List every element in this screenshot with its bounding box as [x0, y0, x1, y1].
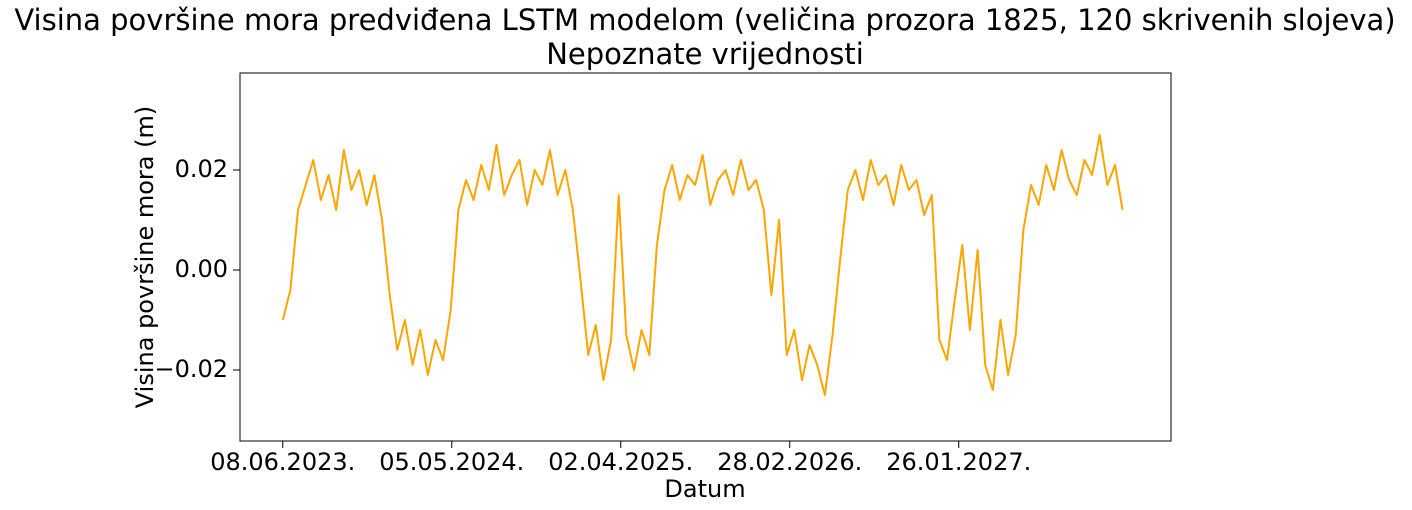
y-axis-label: Visina površine mora (m)	[131, 106, 159, 408]
x-axis-label: Datum	[664, 475, 745, 503]
x-tick-label: 05.05.2024.	[379, 448, 524, 476]
y-tick-label: 0.02	[175, 155, 228, 183]
y-tick-label: 0.00	[175, 255, 228, 283]
x-tick-label: 28.02.2026.	[717, 448, 862, 476]
chart-title: Visina površine mora predviđena LSTM mod…	[14, 3, 1395, 37]
x-tick-label: 02.04.2025.	[548, 448, 693, 476]
x-tick-label: 26.01.2027.	[886, 448, 1031, 476]
chart-subtitle: Nepoznate vrijednosti	[546, 37, 864, 71]
data-line	[281, 134, 1124, 396]
plot-frame	[239, 72, 1172, 442]
y-tick-label: −0.02	[154, 355, 228, 383]
x-tick-label: 08.06.2023.	[210, 448, 355, 476]
